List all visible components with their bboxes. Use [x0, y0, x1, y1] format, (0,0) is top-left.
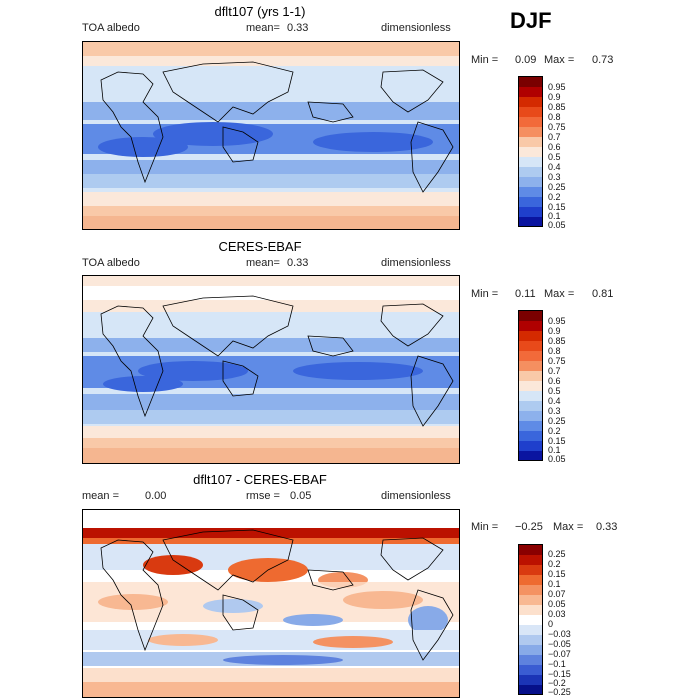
panel-3-colorbar-tick: −0.07 — [548, 649, 571, 659]
panel-3-rmse-label: rmse = — [246, 490, 280, 502]
panel-2-colorbar-tick: 0.5 — [548, 386, 561, 396]
panel-3-units-label: dimensionless — [381, 490, 451, 502]
panel-3-mean-label: mean = — [82, 490, 119, 502]
panel-2-colorbar-tick: 0.3 — [548, 406, 561, 416]
panel-3-rmse-value: 0.05 — [290, 490, 312, 502]
panel-3-colorbar-tick: 0 — [548, 619, 554, 629]
panel-2-title: CERES-EBAF — [218, 239, 302, 254]
panel-1-colorbar-tick: 0.6 — [548, 142, 561, 152]
panel-1-mean-value: 0.33 — [287, 22, 309, 34]
panel-1-colorbar-tick: 0.4 — [548, 162, 561, 172]
panel-3-colorbar-tick: −0.1 — [548, 659, 566, 669]
panel-2-colorbar-tick: 0.8 — [548, 346, 561, 356]
panel-3-max-label: Max = — [553, 521, 584, 533]
panel-2-albedo-map — [82, 275, 460, 464]
panel-1-units-label: dimensionless — [381, 22, 451, 34]
panel-1-colorbar-tick: 0.9 — [548, 92, 561, 102]
panel-1-colorbar-tick: 0.05 — [548, 220, 566, 230]
panel-1-colorbar-tick: 0.5 — [548, 152, 561, 162]
panel-2-colorbar — [518, 310, 543, 461]
panel-1-albedo-map — [82, 41, 460, 230]
panel-3-colorbar-tick: 0.03 — [548, 609, 566, 619]
panel-2-colorbar-tick: 0.6 — [548, 376, 561, 386]
panel-2-colorbar-tick: 0.85 — [548, 336, 566, 346]
panel-1-colorbar-tick: 0.2 — [548, 192, 561, 202]
panel-3-colorbar — [518, 544, 543, 695]
panel-2-colorbar-tick: 0.4 — [548, 396, 561, 406]
panel-1-variable-label: TOA albedo — [82, 22, 140, 34]
panel-1-colorbar-tick: 0.75 — [548, 122, 566, 132]
panel-1-colorbar-tick: 0.3 — [548, 172, 561, 182]
panel-2-colorbar-tick: 0.25 — [548, 416, 566, 426]
panel-3-colorbar-tick: −0.2 — [548, 678, 566, 688]
panel-1-colorbar-tick: 0.85 — [548, 102, 566, 112]
panel-3-mean-value: 0.00 — [145, 490, 167, 502]
panel-3-min-label: Min = — [471, 521, 499, 533]
panel-1-min-value: 0.09 — [515, 54, 537, 66]
panel-2-max-value: 0.81 — [592, 288, 614, 300]
panel-3-colorbar-tick: −0.25 — [548, 687, 571, 697]
panel-1-colorbar-tick: 0.95 — [548, 82, 566, 92]
panel-1-max-label: Max = — [544, 54, 575, 66]
panel-1-colorbar-tick: 0.1 — [548, 211, 561, 221]
panel-3-colorbar-tick: −0.15 — [548, 669, 571, 679]
panel-1-max-value: 0.73 — [592, 54, 614, 66]
panel-3-colorbar-tick: 0.25 — [548, 549, 566, 559]
panel-3-colorbar-tick: 0.07 — [548, 589, 566, 599]
panel-2-max-label: Max = — [544, 288, 575, 300]
panel-2-colorbar-tick: 0.15 — [548, 436, 566, 446]
panel-3-colorbar-tick: −0.05 — [548, 639, 571, 649]
panel-1-colorbar-tick: 0.25 — [548, 182, 566, 192]
panel-2-colorbar-tick: 0.05 — [548, 454, 566, 464]
panel-2-units-label: dimensionless — [381, 257, 451, 269]
panel-3-colorbar-tick: 0.2 — [548, 559, 561, 569]
panel-2-colorbar-tick: 0.1 — [548, 445, 561, 455]
panel-1-min-label: Min = — [471, 54, 499, 66]
panel-1-colorbar-tick: 0.15 — [548, 202, 566, 212]
panel-2-colorbar-tick: 0.75 — [548, 356, 566, 366]
panel-1-colorbar-tick: 0.7 — [548, 132, 561, 142]
panel-3-min-value: −0.25 — [515, 521, 543, 533]
panel-1-colorbar-tick: 0.8 — [548, 112, 561, 122]
panel-2-min-label: Min = — [471, 288, 499, 300]
panel-3-difference-map — [82, 509, 460, 698]
panel-2-colorbar-tick: 0.9 — [548, 326, 561, 336]
panel-1-colorbar — [518, 76, 543, 227]
panel-2-colorbar-tick: 0.2 — [548, 426, 561, 436]
panel-3-colorbar-tick: −0.03 — [548, 629, 571, 639]
panel-2-colorbar-tick: 0.7 — [548, 366, 561, 376]
panel-3-max-value: 0.33 — [596, 521, 618, 533]
panel-3-colorbar-tick: 0.15 — [548, 569, 566, 579]
season-label: DJF — [510, 8, 552, 33]
panel-2-min-value: 0.11 — [515, 288, 536, 300]
panel-2-colorbar-tick: 0.95 — [548, 316, 566, 326]
panel-2-mean-value: 0.33 — [287, 257, 309, 269]
panel-2-mean-label: mean= — [246, 257, 280, 269]
panel-3-title: dflt107 - CERES-EBAF — [193, 472, 327, 487]
panel-3-colorbar-tick: 0.1 — [548, 579, 561, 589]
panel-2-variable-label: TOA albedo — [82, 257, 140, 269]
panel-1-mean-label: mean= — [246, 22, 280, 34]
panel-1-title: dflt107 (yrs 1-1) — [214, 4, 306, 19]
panel-3-colorbar-tick: 0.05 — [548, 599, 566, 609]
